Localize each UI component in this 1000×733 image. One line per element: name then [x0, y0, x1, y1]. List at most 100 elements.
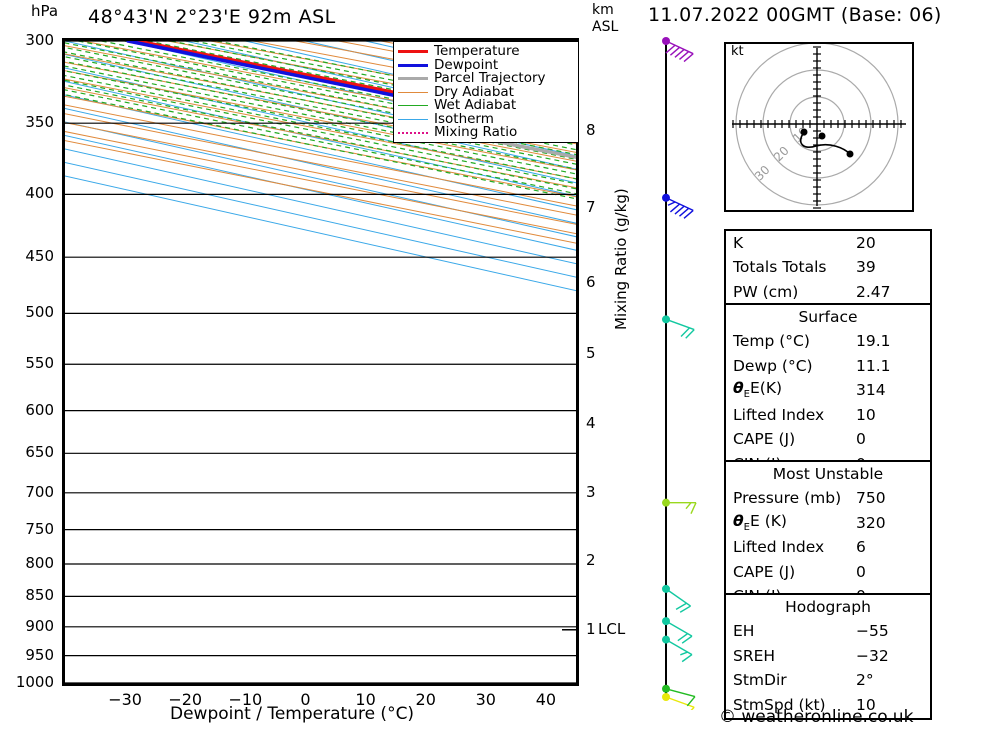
data-value: −55: [856, 622, 889, 640]
data-key: θEE (K): [733, 511, 787, 533]
date-title: 11.07.2022 00GMT (Base: 06): [648, 4, 942, 26]
indices-panel: K 20 Totals Totals 39 PW (cm) 2.47: [724, 229, 932, 307]
data-row: Lifted Index 10: [726, 403, 930, 428]
data-value: 2°: [856, 671, 874, 689]
data-key: Totals Totals: [733, 258, 827, 276]
legend-label: Isotherm: [434, 110, 494, 127]
legend-item: Wet Adiabat: [398, 98, 576, 113]
legend-item: Isotherm: [398, 110, 576, 127]
data-key: CAPE (J): [733, 562, 796, 581]
pressure-unit-label: hPa: [31, 2, 59, 20]
km-tick-label: 8: [586, 120, 596, 139]
data-key: Pressure (mb): [733, 489, 842, 507]
temperature-tick-label: −20: [168, 690, 203, 709]
copyright-notice: © weatheronline.co.uk: [719, 707, 914, 727]
panel-title: Surface: [798, 308, 858, 326]
lcl-marker-label: LCL: [598, 620, 626, 638]
data-value: 10: [856, 405, 876, 424]
legend-item: Dewpoint: [398, 56, 576, 73]
legend-item: Dry Adiabat: [398, 85, 576, 100]
data-row: StmDir 2°: [726, 669, 930, 694]
data-key: PW (cm): [733, 282, 799, 301]
pressure-tick-label: 750: [25, 519, 54, 538]
data-key: CAPE (J): [733, 430, 796, 448]
hodograph-table-panel: Hodograph EH −55 SREH −32 StmDir 2° StmSpd (kt)…: [724, 593, 932, 720]
data-key: Lifted Index: [733, 405, 825, 424]
data-row: Temp (°C) 19.1: [726, 330, 930, 355]
legend-label: Temperature: [434, 43, 520, 59]
wind-barb-column: [662, 37, 697, 710]
km-tick-label: 3: [586, 482, 596, 501]
km-tick-label: 1: [586, 619, 596, 638]
km-tick-label: 6: [586, 272, 596, 291]
data-row: Pressure (mb) 750: [726, 487, 930, 512]
temperature-tick-label: 10: [355, 690, 376, 709]
data-key: SREH: [733, 646, 776, 665]
data-row: Totals Totals 39: [726, 256, 930, 281]
most-unstable-panel: Most Unstable Pressure (mb) 750 θEE (K) 320 L…: [724, 460, 932, 611]
data-value: 11.1: [856, 356, 891, 375]
data-key: θEE(K): [733, 379, 783, 401]
temperature-tick-label: 0: [300, 690, 311, 709]
data-key: StmDir: [733, 671, 787, 689]
data-key: Temp (°C): [733, 332, 810, 350]
data-row: PW (cm) 2.47: [726, 280, 930, 305]
data-key: EH: [733, 622, 755, 640]
data-key: K: [733, 233, 744, 252]
data-row: EH −55: [726, 620, 930, 645]
legend-swatch: [398, 50, 428, 54]
legend-swatch: [398, 91, 428, 93]
data-row: Lifted Index 6: [726, 536, 930, 561]
pressure-tick-label: 550: [25, 354, 54, 373]
pressure-tick-label: 1000: [15, 673, 54, 691]
data-key: Lifted Index: [733, 538, 825, 556]
data-row: SREH −32: [726, 644, 930, 669]
legend-label: Dewpoint: [434, 56, 499, 73]
temperature-tick-label: 20: [415, 690, 436, 709]
hodograph-panel: 10 20 30: [724, 39, 914, 212]
legend-label: Parcel Trajectory: [434, 70, 546, 86]
temperature-tick-label: 30: [475, 690, 496, 709]
data-value: 10: [856, 695, 876, 714]
data-row: CAPE (J) 0: [726, 560, 930, 585]
data-value: 320: [856, 513, 886, 532]
legend-item: Temperature: [398, 43, 576, 59]
data-row: θEE(K) 314: [726, 379, 930, 404]
x-axis-title: Dewpoint / Temperature (°C): [170, 704, 415, 724]
pressure-tick-label: 650: [25, 443, 54, 462]
pressure-tick-label: 500: [25, 303, 54, 322]
data-value: 0: [856, 430, 866, 448]
hodograph-ring-label: 30: [752, 163, 773, 184]
km-tick-label: 4: [586, 413, 596, 432]
chart-legend: Temperature Dewpoint Parcel Trajectory Dry …: [393, 41, 579, 143]
pressure-tick-label: 800: [25, 554, 54, 572]
temperature-tick-label: 40: [535, 690, 557, 709]
mixing-ratio-axis-title: Mixing Ratio (g/kg): [612, 188, 630, 330]
surface-panel: Surface Temp (°C) 19.1 Dewp (°C) 11.1 θEE(K) 3…: [724, 303, 932, 479]
hodograph-unit-label: kt: [731, 44, 744, 59]
asl-unit-label: ASL: [592, 19, 619, 35]
hodograph-ring-label: 20: [771, 144, 792, 165]
data-value: 2.47: [856, 282, 891, 301]
station-title: 48°43'N 2°23'E 92m ASL: [88, 6, 336, 28]
data-value: −32: [856, 646, 889, 665]
km-tick-label: 5: [586, 344, 596, 363]
km-unit-label: km: [592, 2, 614, 18]
skewt-plot-frame: [62, 38, 579, 686]
pressure-tick-label: 950: [25, 645, 54, 664]
panel-title: Most Unstable: [772, 465, 884, 483]
data-value: 6: [856, 538, 866, 556]
legend-item: Mixing Ratio: [398, 124, 576, 140]
data-key: Dewp (°C): [733, 356, 813, 375]
data-value: 750: [856, 489, 886, 507]
pressure-tick-label: 900: [25, 616, 54, 635]
pressure-tick-label: 850: [25, 586, 54, 605]
legend-swatch: [398, 131, 428, 134]
data-value: 0: [856, 562, 866, 581]
legend-label: Mixing Ratio: [434, 124, 518, 140]
data-row: Dewp (°C) 11.1: [726, 354, 930, 379]
data-value: 314: [856, 381, 886, 399]
temperature-tick-label: −30: [108, 690, 142, 709]
pressure-tick-label: 300: [25, 31, 54, 49]
